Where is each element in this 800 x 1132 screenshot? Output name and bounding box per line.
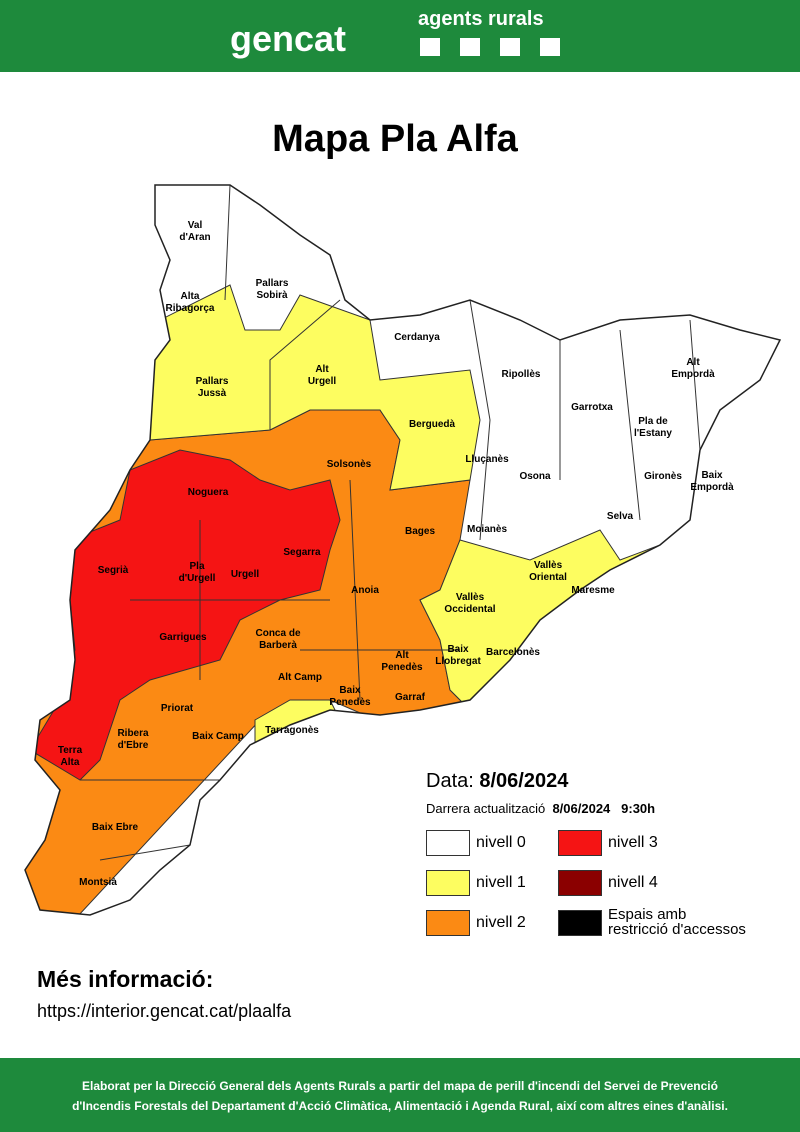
region-label: Segarra [283,547,321,558]
region-label: Baix Empordà [690,470,734,493]
region-label: Garraf [394,692,426,703]
region-label: Solsonès [326,459,372,470]
region-label: Tarragonès [265,725,319,736]
region-label: Garrigues [159,632,207,643]
region-label: Selva [606,511,634,522]
region-label: Baix Camp [192,731,244,742]
legend-swatch [426,870,470,896]
update-label: Darrera actualització [426,801,546,816]
region-label: Cerdanya [394,332,440,343]
legend-label: nivell 1 [476,874,526,891]
region-label: Pallars Sobirà [255,278,289,301]
region-label: Bages [404,526,436,537]
legend-label: nivell 2 [476,914,526,931]
region-label: Val d'Aran [179,220,211,243]
date-label: Data: [426,770,474,792]
region-label: Baix Llobregat [435,644,481,667]
title: Mapa Pla Alfa [272,118,518,160]
region-label: Pla de l'Estany [634,416,672,439]
region-label: Terra Alta [57,745,83,768]
legend-swatch [558,830,602,856]
region-label: Baix Ebre [91,822,139,833]
legend-label: nivell 4 [608,874,658,891]
region-label: Montsià [79,877,117,888]
region-label: Moianès [466,524,508,535]
region-label: Barcelonès [486,647,540,658]
region-label: Segrià [97,565,129,576]
region-label: Vallès Oriental [529,560,567,583]
legend-swatch [558,910,602,936]
logo: gencat [230,18,347,59]
more-info-title: Més informació: [37,966,214,992]
region-label: Osona [519,471,551,482]
footer-line: Elaborat per la Direcció General dels Ag… [82,1079,718,1093]
legend-label: nivell 3 [608,834,658,851]
legend-swatch [558,870,602,896]
region-label: Lluçanès [465,454,509,465]
legend-label: nivell 0 [476,834,526,851]
footer-text: Elaborat per la Direcció General dels Ag… [0,1076,800,1116]
legend-swatch [426,910,470,936]
region-label: Urgell [230,569,260,580]
update-time: 9:30h [621,801,656,816]
update: Darrera actualització 8/06/2024 9:30h [426,801,655,816]
url: https://interior.gencat.cat/plaalfa [37,1001,292,1021]
region-label: Alt Penedès [381,650,423,673]
footer-line: d'Incendis Forestals del Departament d'A… [72,1099,728,1113]
region-label: Priorat [160,703,194,714]
region-label: Alta Ribagorça [165,291,215,314]
region-label: Conca de Barberà [255,628,301,651]
date: 8/06/2024 [479,770,569,792]
region-label: Gironès [644,471,682,482]
region-label: Pla d'Urgell [178,561,216,584]
region-label: Anoia [351,585,379,596]
update-date: 8/06/2024 [552,801,611,816]
region-label: Alt Empordà [671,357,715,380]
logo-marks [420,38,560,56]
region-label: Maresme [571,585,615,596]
header-bar: gencat agents rurals [0,0,800,72]
region-label: Berguedà [408,419,456,430]
region-label: Alt Camp [278,672,322,683]
region-label: Noguera [187,487,229,498]
legend-date: Data: 8/06/2024 [426,770,568,793]
region-label: Baix Penedès [329,685,371,708]
region-label: Ripollès [501,369,541,380]
legend-label: Espais amb restricció d'accessos [608,906,746,938]
region-label: Vallès Occidental [444,592,496,615]
footer: Elaborat per la Direcció General dels Ag… [0,1058,800,1132]
region-label: Ribera d'Ebre [117,728,149,751]
region-label: Garrotxa [571,402,613,413]
legend-swatch [426,830,470,856]
unit-name: agents rurals [418,8,544,30]
region-label: Pallars Jussà [195,376,229,399]
region-label: Alt Urgell [307,364,337,387]
